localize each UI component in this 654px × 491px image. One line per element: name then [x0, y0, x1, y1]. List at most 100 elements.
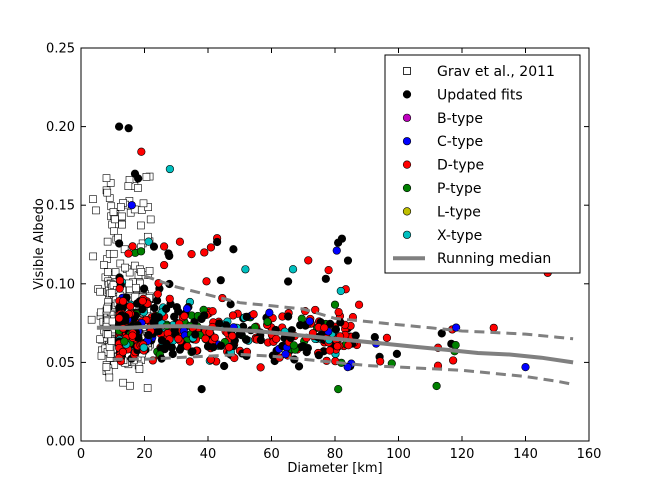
updated-fit-marker: [200, 248, 209, 257]
grav-2011-marker: [142, 173, 151, 181]
grav-2011-marker: [135, 365, 144, 373]
updated-fit-marker: [332, 246, 341, 255]
x-tick-label: 0: [77, 447, 85, 462]
updated-fit-marker: [126, 302, 135, 311]
updated-fit-marker: [344, 341, 353, 350]
legend-marker: [402, 137, 412, 146]
legend-label: Grav et al., 2011: [437, 64, 555, 80]
updated-fit-marker: [249, 310, 258, 319]
updated-fit-marker: [201, 334, 210, 343]
grav-2011-marker: [87, 315, 96, 324]
x-axis-label: Diameter [km]: [287, 461, 382, 476]
legend-marker: [402, 160, 412, 169]
grav-2011-marker: [117, 203, 125, 211]
updated-fit-marker: [174, 307, 183, 316]
updated-fit-marker: [331, 325, 340, 334]
plot-area: [87, 122, 574, 394]
x-tick-label: 140: [513, 447, 538, 462]
outlier-marker: [124, 124, 133, 133]
updated-fit-marker: [138, 296, 147, 306]
outlier-marker: [165, 164, 174, 174]
y-tick-label: 0.25: [46, 42, 75, 57]
updated-fit-marker: [382, 333, 392, 342]
updated-fit-marker: [376, 357, 385, 366]
y-tick-label: 0.05: [46, 356, 75, 371]
grav-2011-marker: [145, 267, 154, 275]
grav-2011-marker: [124, 182, 133, 190]
legend: Grav et al., 2011 Updated fits B-type C-typ…: [384, 54, 581, 274]
updated-fit-marker: [326, 319, 335, 328]
updated-fit-marker: [437, 329, 446, 338]
updated-fit-marker: [354, 300, 364, 309]
updated-fit-marker: [115, 276, 125, 285]
updated-fit-marker: [324, 266, 333, 275]
grav-2011-marker: [100, 261, 108, 269]
updated-fit-marker: [284, 277, 293, 286]
updated-fit-marker: [174, 334, 183, 343]
updated-fit-marker: [314, 351, 323, 360]
updated-fit-marker: [144, 237, 153, 246]
running-median-lines: [96, 274, 574, 386]
grav-2011-marker: [103, 237, 112, 246]
updated-fit-marker: [118, 297, 128, 306]
updated-fit-marker: [263, 317, 272, 326]
updated-fit-marker: [294, 362, 304, 371]
y-tick-label: 0.15: [46, 199, 75, 214]
outlier-marker: [334, 385, 343, 394]
updated-fit-marker: [150, 303, 159, 313]
outlier-marker: [197, 385, 206, 394]
updated-fit-marker: [216, 276, 225, 285]
updated-fit-marker: [203, 342, 213, 351]
grav-2011-marker: [103, 304, 112, 313]
grav-2011-marker: [132, 283, 140, 292]
grav-2011-marker: [118, 212, 126, 221]
updated-fit-marker: [281, 350, 290, 359]
updated-fit-marker: [220, 361, 229, 371]
grav-2011-marker: [111, 268, 120, 277]
legend-marker: [402, 230, 412, 239]
grav-2011-marker: [146, 215, 155, 224]
grav-2011-marker: [136, 279, 144, 288]
updated-fit-marker: [449, 356, 458, 365]
grav-2011-marker: [137, 221, 145, 230]
grav-2011-marker: [97, 351, 106, 360]
grav-2011-marker: [96, 287, 104, 296]
updated-fit-marker: [162, 304, 171, 313]
legend-marker: [402, 207, 412, 216]
updated-fit-marker: [200, 311, 209, 320]
legend-label: Running median: [437, 251, 551, 267]
updated-fit-marker: [160, 242, 169, 251]
outlier-marker: [489, 323, 498, 332]
grav-2011-marker: [118, 220, 126, 229]
grav-2011-marker: [139, 199, 148, 208]
updated-fit-marker: [154, 313, 163, 322]
updated-fit-marker: [304, 256, 313, 265]
legend-marker: [402, 113, 412, 122]
grav-2011-marker: [109, 208, 118, 216]
updated-fit-marker: [183, 342, 192, 351]
grav-2011-marker: [137, 268, 146, 276]
legend-label: Updated fits: [437, 87, 523, 103]
updated-fit-marker: [206, 243, 216, 252]
grav-2011-marker: [107, 337, 116, 345]
updated-fit-marker: [288, 265, 298, 274]
updated-fit-marker: [265, 308, 274, 317]
legend-label: L-type: [437, 204, 481, 220]
updated-fit-marker: [215, 319, 224, 328]
grav-2011-marker: [107, 289, 116, 297]
outlier-marker: [343, 363, 352, 372]
updated-fit-marker: [153, 289, 162, 299]
updated-fit-marker: [289, 341, 298, 350]
updated-fit-marker: [164, 249, 173, 258]
updated-fit-marker: [128, 242, 137, 251]
grav-2011-marker: [116, 259, 125, 268]
updated-fit-marker: [321, 274, 330, 283]
grav-2011-marker: [105, 373, 114, 382]
updated-fit-marker: [320, 323, 329, 332]
updated-fit-marker: [224, 343, 234, 352]
updated-fit-marker: [242, 335, 251, 344]
grav-2011-marker: [96, 335, 104, 344]
grav-2011-marker: [104, 268, 112, 276]
updated-fit-marker: [124, 249, 133, 258]
